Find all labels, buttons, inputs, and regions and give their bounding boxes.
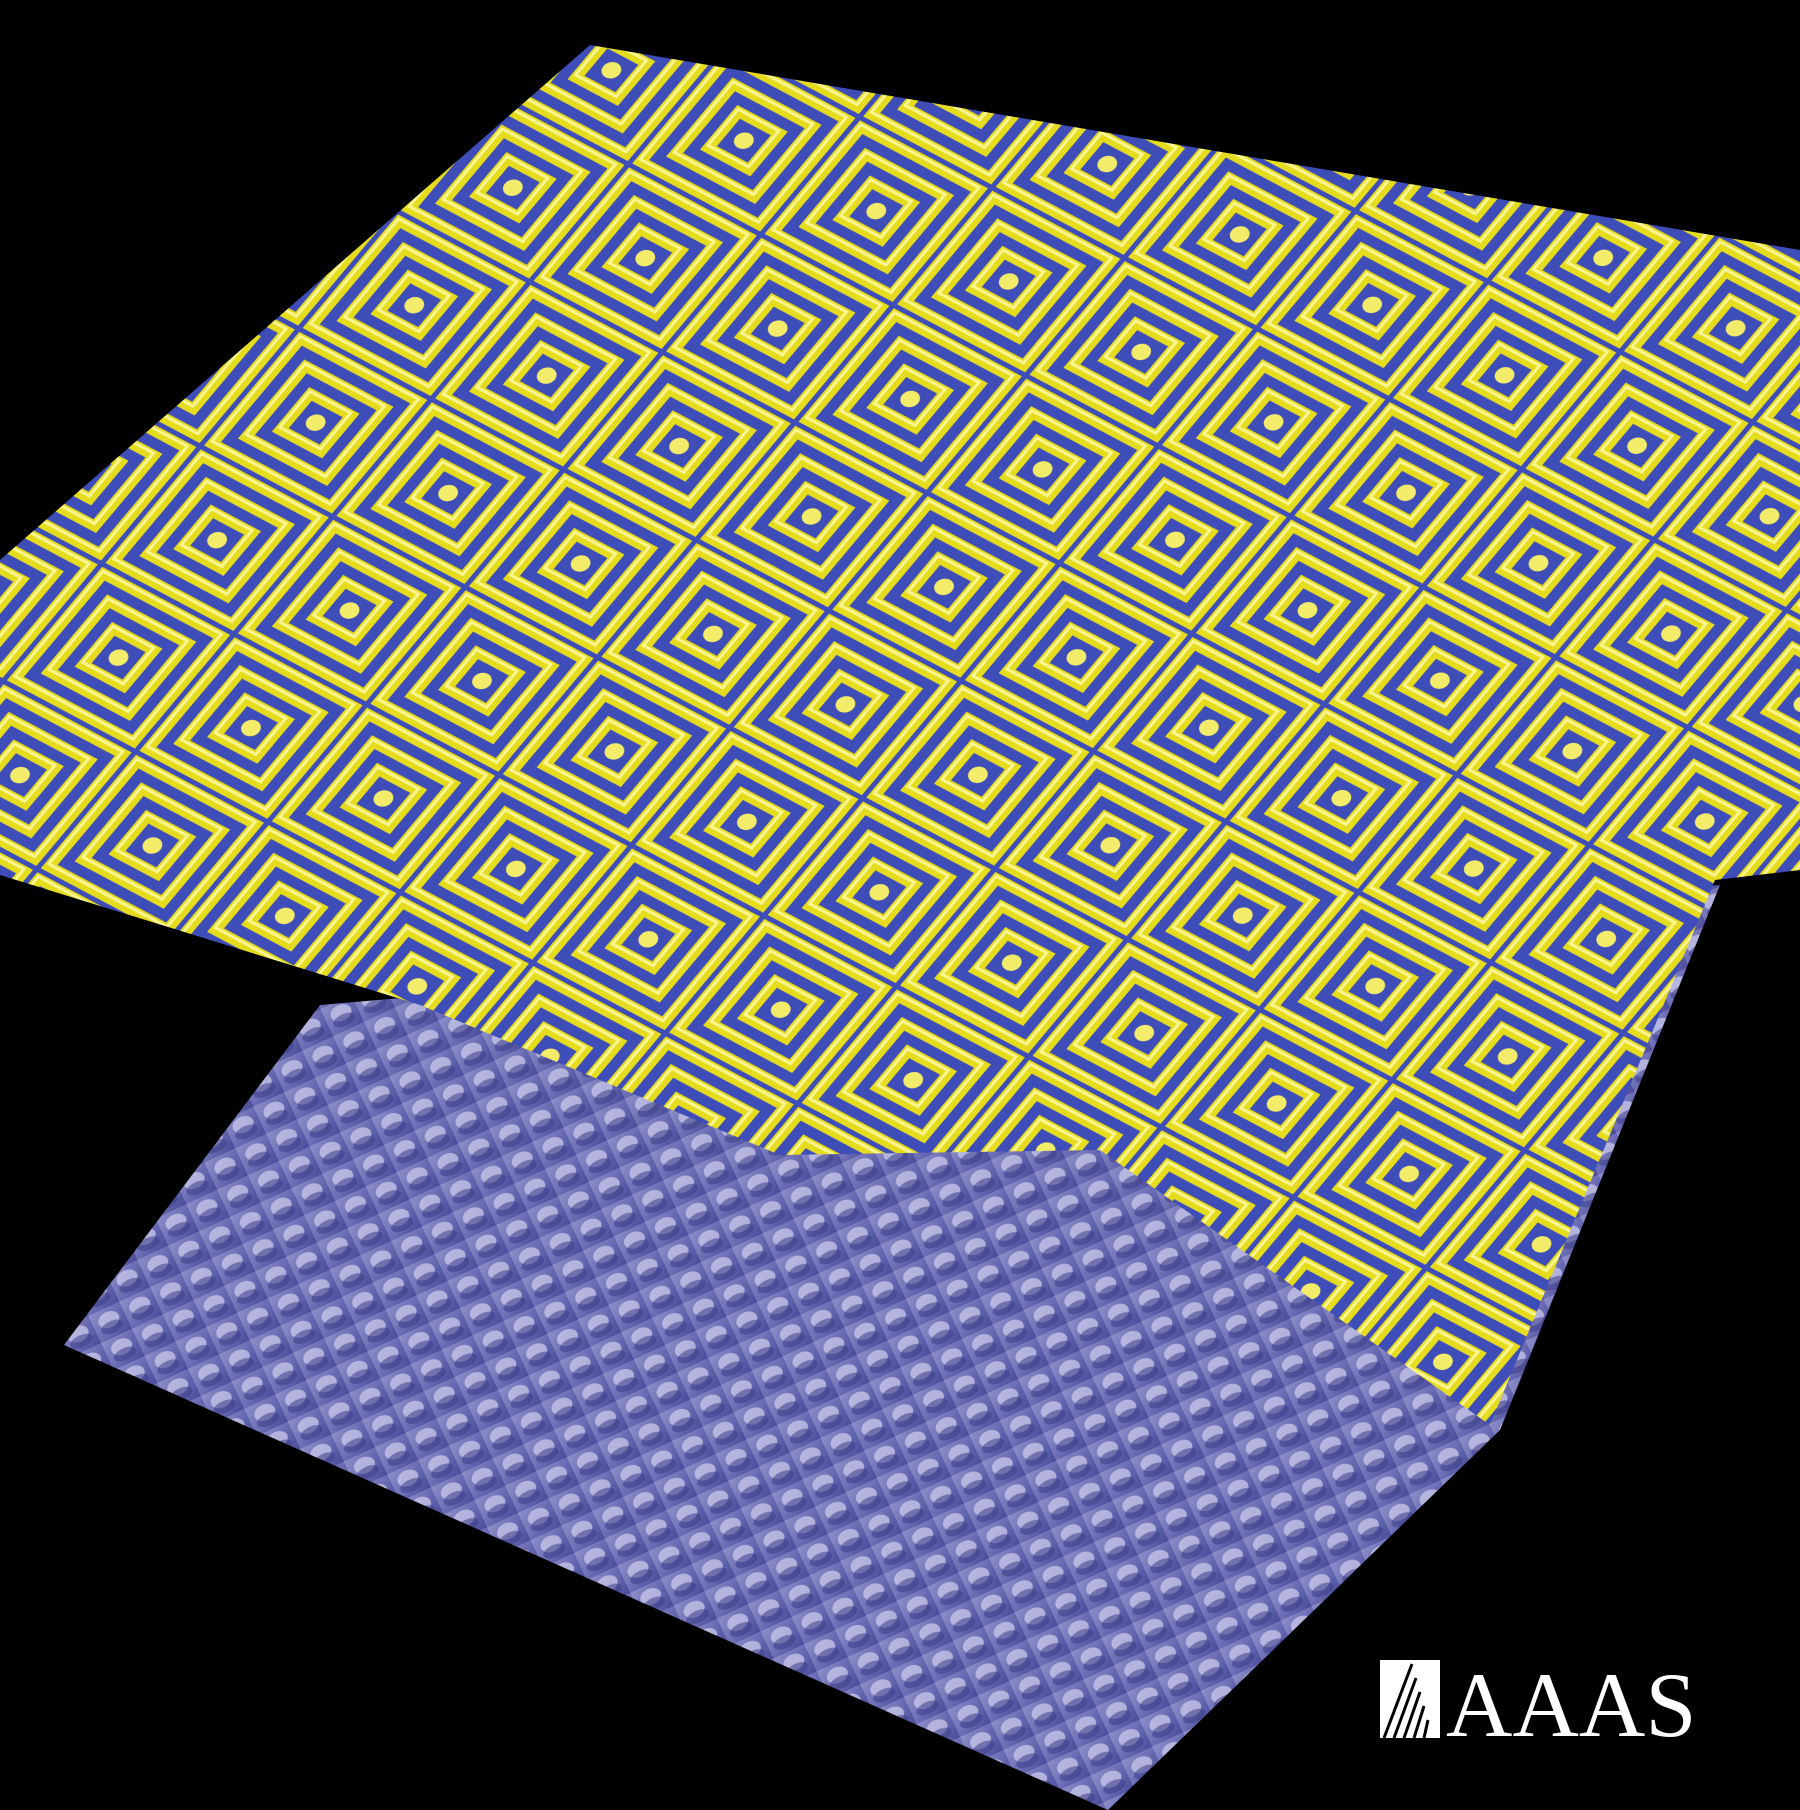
- logo-text: AAAS: [1446, 1654, 1696, 1756]
- page: AAAS (() => { const data = JSON.parse(do…: [0, 0, 1800, 1810]
- scene: AAAS: [0, 0, 1800, 1810]
